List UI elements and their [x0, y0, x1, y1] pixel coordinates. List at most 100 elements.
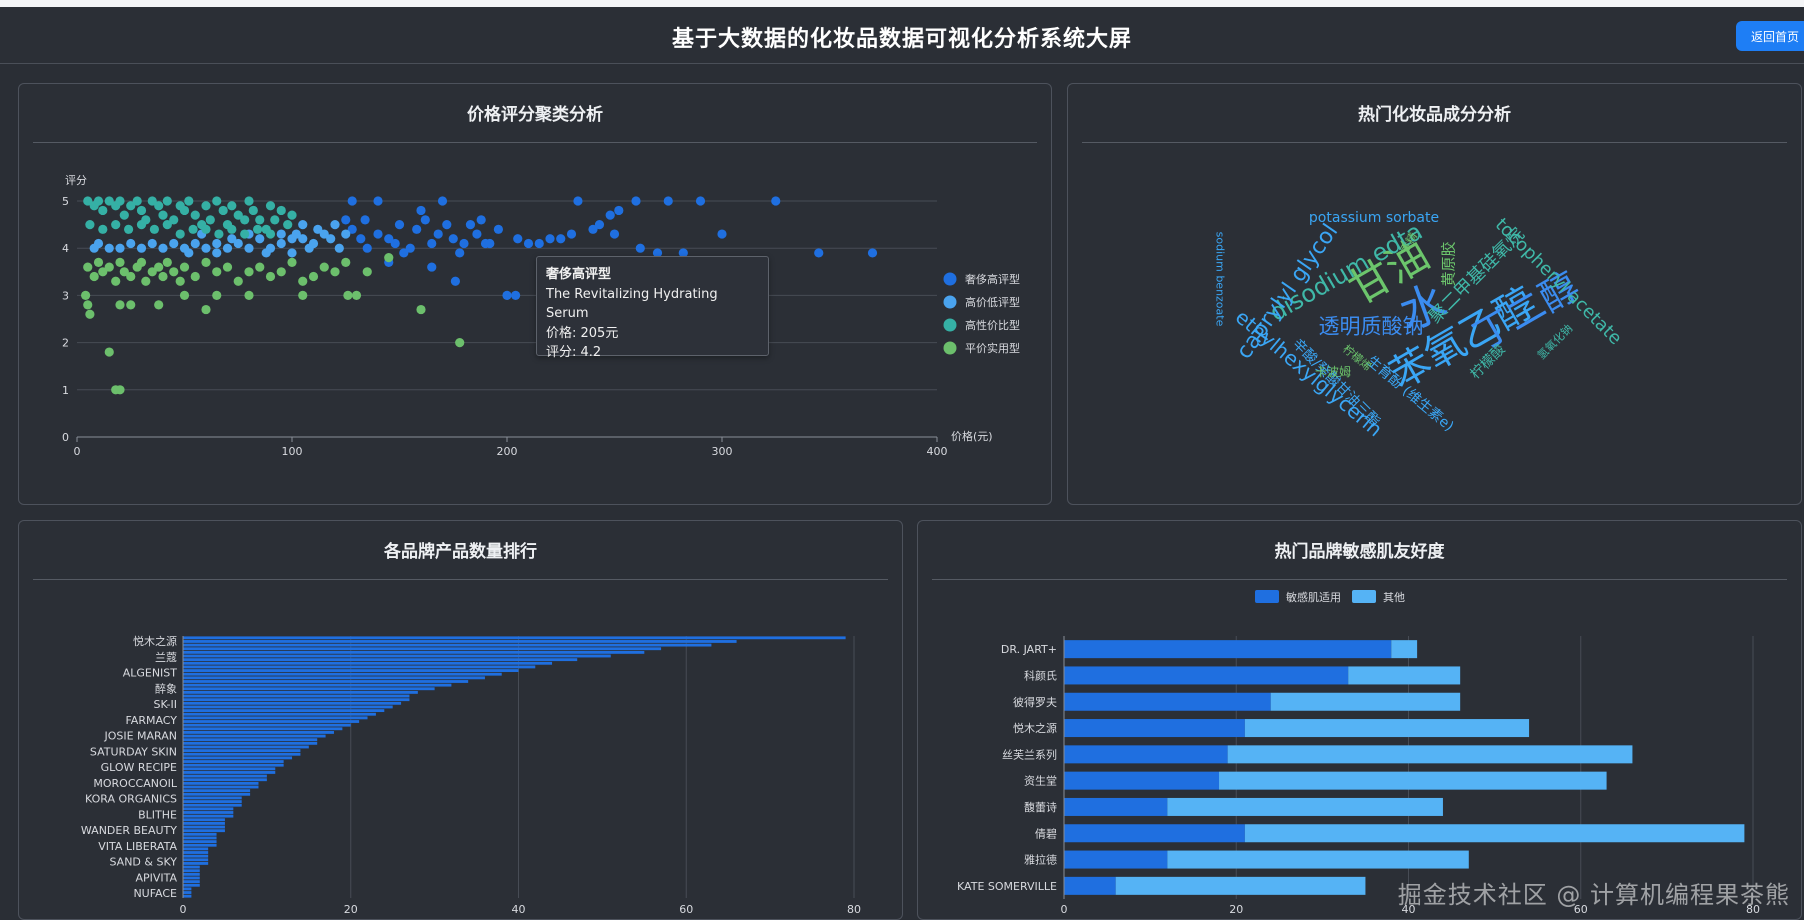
- data-point: [126, 300, 136, 310]
- data-point: [534, 238, 544, 249]
- brand-bar: [183, 672, 502, 676]
- brand-label: 醉象: [155, 681, 177, 695]
- data-point: [609, 229, 620, 239]
- data-point: [341, 215, 351, 225]
- data-point: [169, 267, 179, 277]
- stacked-bar-segment: [1064, 876, 1116, 895]
- brand-count-panel-title: 各品牌产品数量排行: [384, 542, 537, 562]
- data-point: [511, 290, 521, 300]
- data-point: [240, 229, 250, 239]
- data-point: [212, 248, 222, 258]
- brand-bar: [183, 858, 209, 862]
- data-point: [115, 300, 125, 310]
- data-point: [201, 201, 211, 211]
- scatter-panel: 价格评分聚类分析 0 1 2 3 4 5 0 100 200 300 400 评分 价格(元) 奢侈高评型…: [18, 83, 1052, 505]
- brand-bar: [183, 803, 242, 807]
- data-point: [175, 276, 185, 286]
- data-point: [298, 290, 308, 300]
- data-point: [190, 210, 200, 220]
- brand-bar: [183, 741, 318, 745]
- brand-bar: [183, 650, 645, 654]
- stacked-bar-segment: [1064, 640, 1392, 659]
- brand-label: 馥蕾诗: [1024, 800, 1057, 814]
- data-point: [867, 248, 878, 258]
- data-point: [416, 304, 426, 315]
- data-point: [373, 196, 383, 206]
- brand-bar: [183, 865, 200, 869]
- brand-label: 资生堂: [1024, 774, 1057, 788]
- data-point: [126, 271, 136, 282]
- brand-bar: [183, 683, 452, 687]
- data-point: [214, 229, 224, 239]
- brand-bar: [183, 749, 301, 753]
- data-point: [179, 262, 190, 272]
- data-point: [283, 220, 293, 230]
- x-tick-label: 40: [1402, 903, 1416, 916]
- sensitive-chart[interactable]: 0 20 40 60 80 DR. JART+ 科颜氏彼得罗夫悦木之源丝芙兰系列资生堂馥蕾诗…: [918, 521, 1801, 919]
- x-tick-label: 60: [1574, 903, 1588, 916]
- data-point: [343, 290, 353, 300]
- brand-bar: [183, 829, 225, 833]
- data-point: [594, 220, 605, 230]
- x-tick-label: 40: [512, 903, 526, 916]
- y-tick-label: 5: [62, 195, 69, 208]
- data-point: [427, 262, 437, 272]
- data-point: [298, 276, 308, 286]
- brand-bar: [183, 847, 209, 851]
- data-point: [255, 215, 265, 225]
- legend-marker: [943, 318, 957, 332]
- brand-bar: [183, 680, 469, 683]
- brand-bar: [183, 800, 242, 803]
- data-point: [276, 238, 286, 249]
- brand-label: APIVITA: [135, 871, 177, 884]
- brand-bar: [183, 636, 846, 640]
- stacked-bar-segment: [1167, 850, 1469, 869]
- data-point: [298, 234, 308, 244]
- brand-bar: [183, 756, 293, 760]
- brand-label: 兰蔻: [155, 651, 177, 664]
- brand-bar: [183, 665, 536, 669]
- back-home-button[interactable]: 返回首页: [1736, 21, 1804, 51]
- data-point: [326, 234, 336, 244]
- brand-bar: [183, 825, 225, 829]
- y-tick-label: 1: [62, 384, 69, 397]
- legend-marker: [1352, 590, 1376, 603]
- sensitive-panel-title: 热门品牌敏感肌友好度: [1274, 542, 1445, 562]
- data-point: [362, 243, 372, 253]
- data-point: [89, 243, 99, 253]
- data-point: [308, 271, 319, 282]
- data-point: [265, 201, 276, 211]
- data-point: [334, 243, 344, 253]
- brand-label: 雅拉德: [1024, 853, 1057, 867]
- brand-bar: [183, 807, 234, 811]
- wordcloud-term: sodium benzoate: [1213, 231, 1227, 327]
- data-point: [287, 210, 297, 220]
- x-tick-label: 0: [180, 903, 187, 916]
- y-axis-label: 评分: [65, 174, 87, 187]
- data-point: [119, 210, 129, 220]
- data-point: [147, 238, 157, 249]
- wordcloud-term: 黄原胶: [1439, 241, 1458, 287]
- data-point: [126, 201, 136, 211]
- sensitive-divider: [932, 579, 1787, 580]
- brand-label: 科颜氏: [1024, 668, 1057, 682]
- data-point: [89, 271, 99, 282]
- y-tick-label: 4: [62, 242, 69, 255]
- data-point: [141, 276, 151, 286]
- page-title: 基于大数据的化妆品数据可视化分析系统大屏: [671, 27, 1132, 52]
- brand-bar: [183, 669, 519, 672]
- wordcloud-panel: 热门化妆品成分分析 水苯氧乙醇 甘油 丁二醇 disodium edta capryly…: [1067, 83, 1802, 505]
- stacked-bar-segment: [1064, 745, 1228, 764]
- data-point: [212, 267, 222, 277]
- data-point: [175, 229, 185, 239]
- data-point: [201, 257, 211, 267]
- data-point: [405, 243, 415, 253]
- data-point: [115, 243, 125, 253]
- data-point: [179, 205, 190, 216]
- brand-bar: [183, 745, 309, 749]
- data-point: [459, 238, 469, 249]
- data-point: [162, 196, 172, 206]
- brand-bar: [183, 792, 251, 796]
